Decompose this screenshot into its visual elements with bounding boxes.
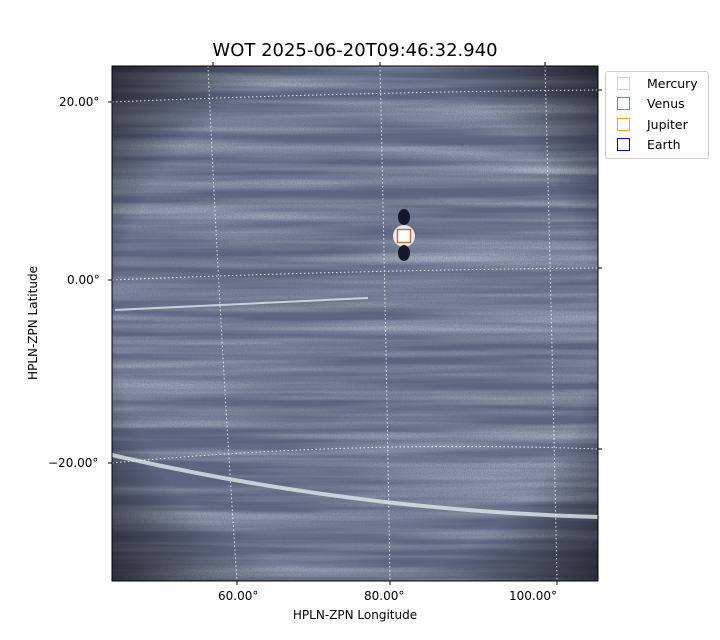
y-tick-label: −20.00°	[48, 456, 99, 470]
image-vignette	[112, 66, 598, 581]
venus-marker	[396, 228, 412, 244]
mercury-swatch	[617, 76, 630, 90]
dark-spot	[398, 245, 410, 261]
y-axis-label: HPLN-ZPN Latitude	[26, 266, 40, 380]
tick-marks	[108, 62, 602, 585]
grid-lon-80	[379, 65, 391, 582]
y-tick-label: 0.00°	[67, 273, 100, 287]
legend-item-venus: Venus	[617, 94, 685, 112]
plot-title: WOT 2025-06-20T09:46:32.940	[212, 40, 498, 61]
legend-item-earth: Earth	[617, 135, 681, 153]
grid	[111, 65, 599, 582]
grid-lon-60	[207, 65, 238, 582]
x-tick-label: 80.00°	[364, 589, 405, 603]
jupiter-swatch	[617, 117, 630, 131]
axes-frame	[111, 65, 599, 582]
legend-label: Venus	[647, 95, 685, 111]
legend-item-jupiter: Jupiter	[617, 115, 688, 133]
dark-spot	[398, 209, 410, 225]
venus-swatch	[617, 96, 630, 110]
earth-swatch	[617, 137, 630, 151]
x-axis-label: HPLN-ZPN Longitude	[292, 608, 418, 622]
x-tick-label: 60.00°	[218, 589, 259, 603]
legend-label: Earth	[647, 136, 681, 152]
legend-item-mercury: Mercury	[617, 74, 698, 92]
y-tick-label: 20.00°	[59, 95, 100, 109]
x-tick-label: 100.00°	[509, 589, 557, 603]
bright-arc-streak	[111, 453, 599, 519]
legend-label: Jupiter	[647, 116, 688, 132]
legend-label: Mercury	[647, 75, 698, 91]
bright-streak	[114, 297, 369, 311]
legend: Mercury Venus Jupiter Earth	[605, 71, 709, 159]
grid-lon-100	[544, 65, 558, 582]
